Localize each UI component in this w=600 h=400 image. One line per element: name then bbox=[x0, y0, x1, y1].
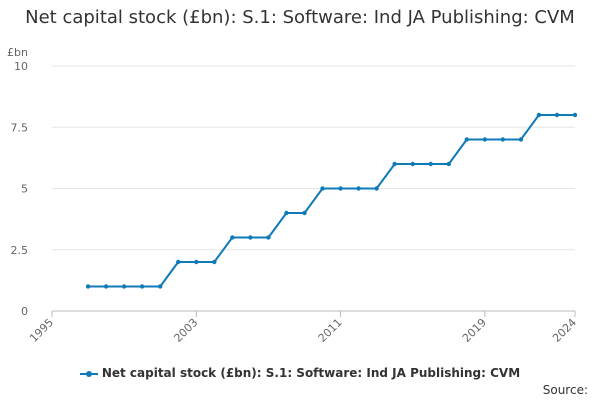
chart-legend[interactable]: Net capital stock (£bn): S.1: Software: … bbox=[0, 366, 600, 380]
data-point bbox=[392, 161, 397, 167]
data-point bbox=[320, 186, 325, 191]
data-point bbox=[356, 186, 361, 191]
data-point bbox=[284, 210, 289, 216]
data-point bbox=[428, 161, 433, 167]
data-point bbox=[121, 284, 127, 289]
y-tick-label: 2.5 bbox=[11, 244, 29, 257]
x-tick-label: 2024 bbox=[550, 316, 579, 345]
data-point bbox=[103, 284, 109, 289]
data-point bbox=[302, 210, 307, 216]
source-label: Source: bbox=[542, 383, 588, 397]
data-point bbox=[446, 161, 451, 167]
data-point bbox=[374, 186, 379, 191]
data-point bbox=[248, 235, 253, 240]
data-point bbox=[266, 235, 271, 240]
y-tick-label: 5 bbox=[21, 183, 28, 196]
data-point bbox=[554, 112, 560, 118]
x-tick-label: 2011 bbox=[316, 316, 345, 345]
data-point bbox=[518, 137, 524, 142]
data-point bbox=[176, 259, 181, 265]
x-tick-label: 2019 bbox=[460, 316, 489, 345]
legend-series-marker-icon bbox=[79, 369, 98, 379]
data-point bbox=[338, 186, 343, 191]
y-axis-label: £bn bbox=[7, 46, 28, 59]
data-point bbox=[410, 161, 415, 167]
data-point bbox=[194, 259, 199, 265]
y-tick-label: 0 bbox=[21, 305, 28, 318]
data-point bbox=[572, 112, 578, 118]
y-tick-label: 10 bbox=[14, 60, 28, 73]
data-point bbox=[230, 235, 235, 240]
data-point bbox=[212, 259, 217, 265]
data-point bbox=[158, 284, 163, 289]
series-line bbox=[88, 114, 575, 288]
chart-title: Net capital stock (£bn): S.1: Software: … bbox=[25, 7, 575, 28]
data-point bbox=[500, 137, 506, 142]
y-tick-label: 7.5 bbox=[11, 121, 29, 134]
legend-series-label: Net capital stock (£bn): S.1: Software: … bbox=[101, 366, 521, 380]
data-point bbox=[139, 284, 145, 289]
x-tick-label: 2003 bbox=[171, 316, 200, 345]
data-point bbox=[536, 112, 542, 118]
data-point bbox=[464, 137, 469, 142]
data-point bbox=[85, 284, 91, 289]
data-point bbox=[482, 137, 488, 142]
x-tick-label: 1995 bbox=[27, 316, 56, 345]
